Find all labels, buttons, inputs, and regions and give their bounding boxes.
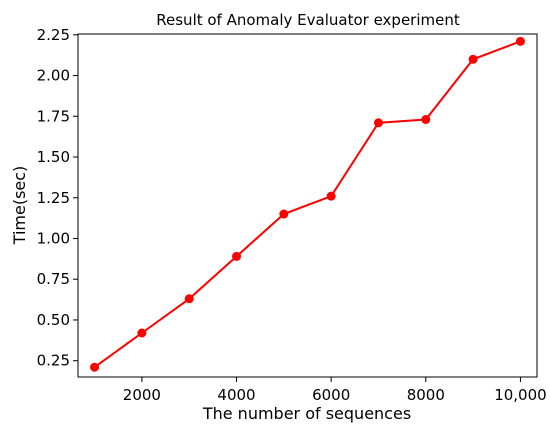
data-point	[515, 36, 525, 46]
data-point	[279, 209, 289, 219]
y-tick-label: 1.50	[37, 148, 70, 166]
y-tick-label: 0.75	[37, 270, 70, 288]
y-tick-label: 2.00	[37, 67, 70, 85]
y-axis: 0.25 0.50 0.75 1.00 1.25 1.50 1.75 2.00 2.25	[37, 26, 78, 370]
series-layer	[90, 36, 525, 372]
x-tick-label: 6000	[312, 386, 350, 404]
data-point	[326, 191, 336, 201]
y-tick-label: 1.75	[37, 107, 70, 125]
y-tick-label: 1.00	[37, 229, 70, 247]
x-tick-label: 4000	[217, 386, 255, 404]
data-point	[137, 328, 147, 338]
y-tick-label: 2.25	[37, 26, 70, 44]
y-tick-label: 1.25	[37, 189, 70, 207]
y-tick-label: 0.25	[37, 352, 70, 370]
data-point	[184, 294, 194, 304]
x-axis-label: The number of sequences	[202, 404, 411, 423]
y-tick-label: 0.50	[37, 311, 70, 329]
data-point	[421, 115, 431, 125]
x-tick-label: 10,000	[494, 386, 547, 404]
x-tick-label: 2000	[123, 386, 161, 404]
x-axis: 2000 4000 6000 8000 10,000	[123, 377, 547, 404]
data-point	[90, 362, 100, 372]
data-point	[373, 118, 383, 128]
chart-title: Result of Anomaly Evaluator experiment	[156, 11, 460, 29]
series-line	[93, 40, 521, 369]
x-tick-label: 8000	[407, 386, 445, 404]
data-point	[468, 54, 478, 64]
y-axis-label: Time(sec)	[10, 166, 29, 246]
plot-area-frame	[77, 33, 538, 378]
data-point	[232, 251, 242, 261]
